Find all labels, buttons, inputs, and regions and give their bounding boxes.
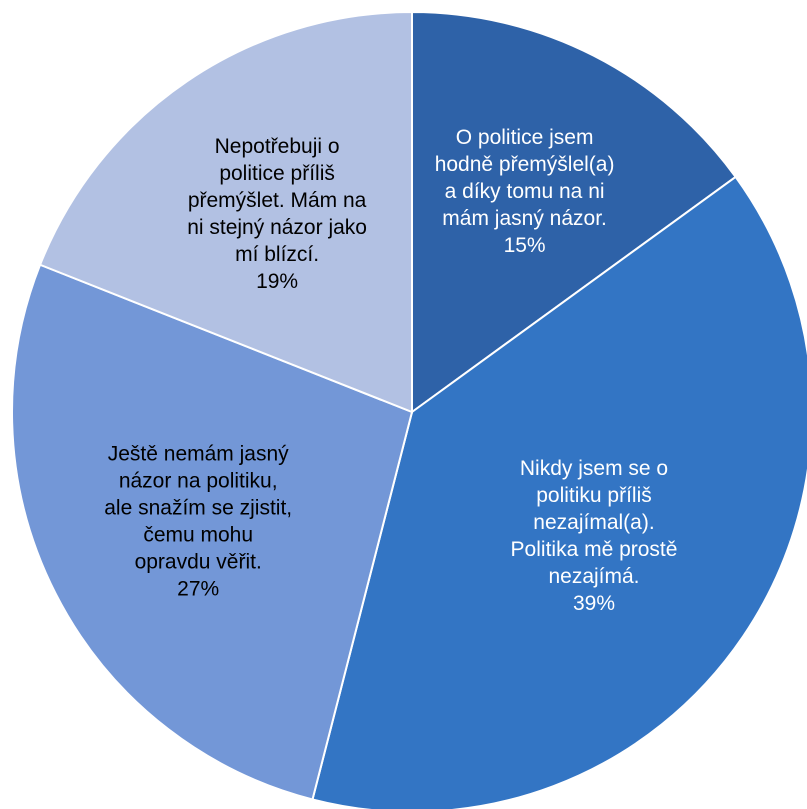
slices-group: [11, 10, 807, 809]
pie-slice-1: [311, 175, 807, 809]
slice-label-line: názor na politiku,: [119, 470, 278, 493]
slice-label-line: opravdu věřit.: [135, 551, 262, 574]
pie-slice-label-0: O politice jsem hodně přemýšlel(a) a díky …: [435, 126, 615, 257]
slice-label-line: Politika mě prostě: [511, 538, 678, 561]
slice-value-label: 39%: [573, 592, 615, 615]
slice-label-line: nezajímá.: [548, 565, 639, 588]
slice-label-line: čemu mohu: [143, 524, 253, 547]
slice-label-line: přemýšlet. Mám na: [188, 189, 367, 212]
slice-label-line: politiku příliš: [536, 484, 652, 507]
labels-group: O politice jsem hodně přemýšlel(a) a díky …: [104, 126, 677, 615]
slice-label-line: nezajímal(a).: [533, 511, 654, 534]
pie-slice-2: [11, 263, 414, 801]
pie-slice-label-2: Ještě nemám jasný názor na politiku, ale s…: [104, 443, 292, 601]
slice-label-line: hodně přemýšlel(a): [435, 153, 615, 176]
slice-label-line: O politice jsem: [456, 126, 594, 149]
slice-label-line: ni stejný názor jako: [187, 216, 367, 239]
slice-value-label: 19%: [256, 270, 298, 293]
pie-slice-0: [411, 10, 738, 414]
pie-slice-label-1: Nikdy jsem se o politiku příliš nezajímal(…: [511, 457, 678, 615]
slice-label-line: mí blízcí.: [235, 243, 319, 266]
slice-value-label: 15%: [504, 234, 546, 257]
slice-label-line: Nepotřebuji o: [215, 135, 340, 158]
slice-label-line: mám jasný názor.: [442, 207, 607, 230]
slice-label-line: a díky tomu na ni: [445, 180, 605, 203]
slice-value-label: 27%: [177, 578, 219, 601]
slice-label-line: Nikdy jsem se o: [520, 457, 668, 480]
slice-label-line: ale snažím se zjistit,: [104, 497, 292, 520]
pie-slice-3: [38, 10, 413, 414]
pie-slice-label-3: Nepotřebuji o politice příliš přemýšlet. M…: [187, 135, 367, 293]
slice-label-line: Ještě nemám jasný: [108, 443, 289, 466]
slice-label-line: politice příliš: [219, 162, 335, 185]
